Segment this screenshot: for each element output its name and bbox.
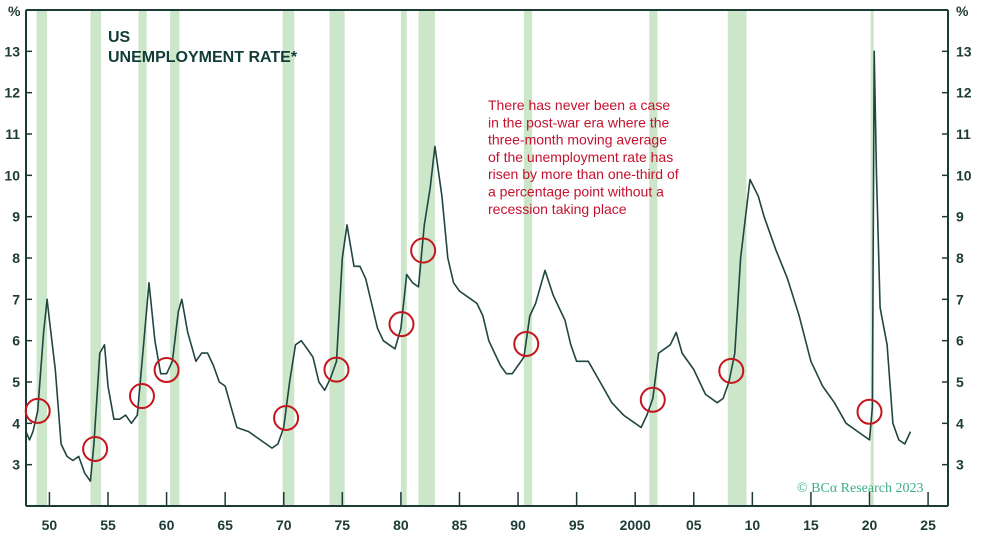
recession-band bbox=[523, 10, 533, 506]
y-tick-label-left: 12 bbox=[4, 85, 20, 101]
y-tick-label-right: 9 bbox=[956, 209, 964, 225]
y-tick-label-right: 12 bbox=[956, 85, 972, 101]
y-tick-label-left: 3 bbox=[12, 457, 20, 473]
recession-band bbox=[400, 10, 407, 506]
y-tick-label-right: 3 bbox=[956, 457, 964, 473]
y-tick-label-right: 11 bbox=[956, 126, 971, 142]
y-axis-unit-right: % bbox=[956, 3, 969, 19]
y-tick-label-right: 13 bbox=[956, 43, 972, 59]
y-tick-label-left: 10 bbox=[4, 167, 20, 183]
recession-band bbox=[170, 10, 180, 506]
x-tick-label: 65 bbox=[217, 517, 233, 533]
highlight-circle bbox=[273, 404, 300, 431]
highlight-circle bbox=[128, 383, 155, 410]
x-tick-label: 95 bbox=[569, 517, 585, 533]
y-tick-label-left: 5 bbox=[12, 374, 20, 390]
highlight-circle bbox=[856, 398, 883, 425]
recession-band bbox=[138, 10, 147, 506]
y-tick-label-left: 6 bbox=[12, 333, 20, 349]
recession-band bbox=[282, 10, 295, 506]
x-tick-label: 90 bbox=[510, 517, 526, 533]
recession-band bbox=[649, 10, 658, 506]
recession-band bbox=[90, 10, 101, 506]
highlight-circle bbox=[82, 435, 109, 462]
x-tick-label: 05 bbox=[686, 517, 702, 533]
y-tick-label-right: 6 bbox=[956, 333, 964, 349]
highlight-circle bbox=[718, 357, 745, 384]
highlight-circle bbox=[24, 397, 51, 424]
highlight-circle bbox=[153, 357, 180, 384]
y-axis-unit-left: % bbox=[8, 3, 21, 19]
annotation-line: recession taking place bbox=[488, 201, 627, 217]
watermark: © BCα Research 2023 bbox=[797, 481, 923, 496]
recession-band bbox=[36, 10, 48, 506]
x-tick-label: 2000 bbox=[620, 517, 651, 533]
x-tick-label: 80 bbox=[393, 517, 409, 533]
x-tick-label: 15 bbox=[803, 517, 819, 533]
y-tick-label-right: 7 bbox=[956, 291, 964, 307]
unemployment-line bbox=[25, 50, 912, 482]
x-tick-label: 25 bbox=[920, 517, 936, 533]
highlight-circle bbox=[513, 330, 540, 357]
highlight-circle bbox=[323, 356, 350, 383]
x-tick-label: 60 bbox=[159, 517, 175, 533]
y-tick-label-right: 10 bbox=[956, 167, 972, 183]
x-tick-label: 70 bbox=[276, 517, 292, 533]
recession-band bbox=[727, 10, 747, 506]
highlight-circle bbox=[410, 237, 437, 264]
y-tick-label-left: 13 bbox=[4, 43, 20, 59]
chart-subtitle: UNEMPLOYMENT RATE* bbox=[108, 49, 298, 66]
annotation-line: three-month moving average bbox=[488, 132, 667, 148]
x-tick-label: 20 bbox=[862, 517, 878, 533]
annotation-line: in the post-war era where the bbox=[488, 114, 670, 130]
y-tick-label-right: 8 bbox=[956, 250, 964, 266]
y-tick-label-right: 4 bbox=[956, 415, 964, 431]
y-tick-label-left: 7 bbox=[12, 291, 20, 307]
x-tick-label: 85 bbox=[452, 517, 468, 533]
annotation-line: a percentage point without a bbox=[488, 184, 664, 200]
x-tick-label: 10 bbox=[745, 517, 761, 533]
chart-title: US bbox=[108, 29, 131, 46]
annotation-line: risen by more than one-third of bbox=[488, 166, 679, 182]
x-tick-label: 75 bbox=[335, 517, 351, 533]
y-tick-label-right: 5 bbox=[956, 374, 964, 390]
y-tick-label-left: 11 bbox=[5, 126, 20, 142]
y-tick-label-left: 9 bbox=[12, 209, 20, 225]
annotation-line: There has never been a case bbox=[488, 97, 670, 113]
annotation-line: of the unemployment rate has bbox=[488, 149, 673, 165]
y-tick-label-left: 4 bbox=[12, 415, 20, 431]
highlight-circle bbox=[639, 386, 666, 413]
x-tick-label: 50 bbox=[42, 517, 58, 533]
recession-band bbox=[418, 10, 435, 506]
x-tick-label: 55 bbox=[100, 517, 116, 533]
highlight-circle bbox=[388, 311, 415, 338]
y-tick-label-left: 8 bbox=[12, 250, 20, 266]
recession-band bbox=[870, 10, 874, 506]
